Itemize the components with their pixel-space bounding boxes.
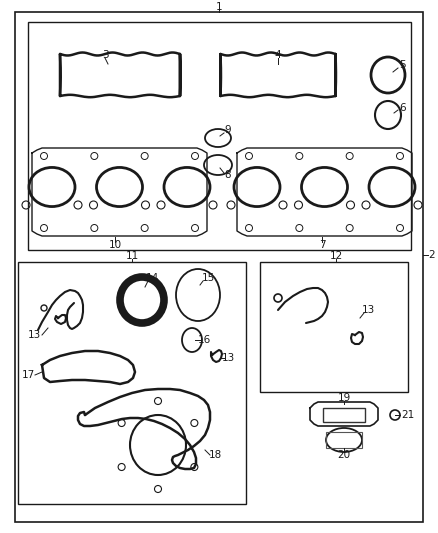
Text: 8: 8 (225, 170, 231, 180)
Text: 13: 13 (221, 353, 235, 363)
Text: 12: 12 (329, 251, 343, 261)
Text: 10: 10 (109, 240, 122, 250)
Text: 15: 15 (201, 273, 215, 283)
Bar (323, 408, 365, 422)
Text: 13: 13 (27, 330, 41, 340)
Text: 4: 4 (275, 50, 281, 60)
Text: 3: 3 (102, 50, 108, 60)
Text: 20: 20 (337, 450, 350, 460)
Bar (326, 432, 362, 448)
Text: 9: 9 (225, 125, 231, 135)
Bar (260, 262, 408, 392)
Bar (18, 262, 246, 504)
Text: 5: 5 (400, 60, 406, 70)
Text: 1: 1 (215, 2, 223, 12)
Text: 6: 6 (400, 103, 406, 113)
Text: 11: 11 (125, 251, 138, 261)
Text: 7: 7 (319, 240, 325, 250)
Text: 14: 14 (145, 273, 159, 283)
Text: 13: 13 (361, 305, 374, 315)
Text: 17: 17 (21, 370, 35, 380)
Text: 16: 16 (198, 335, 211, 345)
Bar (28, 22, 411, 250)
Text: 19: 19 (337, 393, 351, 403)
Text: 18: 18 (208, 450, 222, 460)
Text: 21: 21 (401, 410, 415, 420)
Text: 2: 2 (429, 250, 435, 260)
